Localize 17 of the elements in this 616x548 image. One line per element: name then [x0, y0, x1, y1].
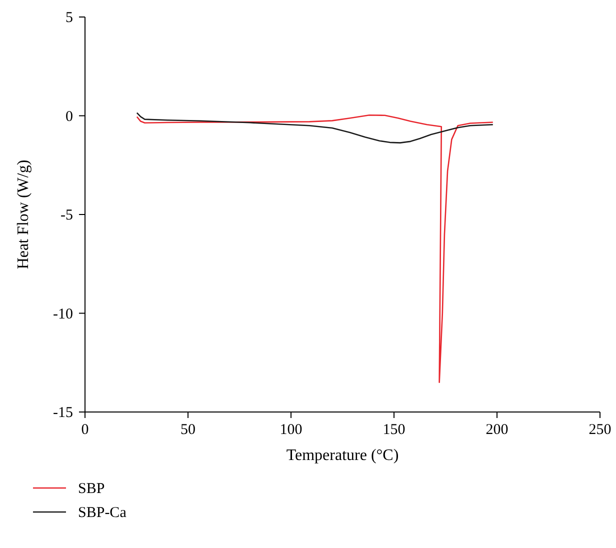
x-tick-label: 0 [81, 422, 89, 438]
x-tick-label: 150 [382, 422, 406, 438]
x-axis-title: Temperature (°C) [286, 447, 399, 464]
line-series [136, 114, 494, 384]
y-tick-label: -15 [53, 405, 73, 421]
y-tick-label: 5 [66, 10, 73, 26]
x-tick-label: 200 [486, 422, 508, 438]
y-axis-title: Heat Flow (W/g) [15, 160, 32, 270]
x-tick-label: 100 [280, 422, 302, 438]
x-tick-label: 50 [180, 422, 196, 438]
legend-label: SBP [78, 481, 105, 497]
x-tick-label: 250 [588, 422, 612, 438]
legend-label: SBP-Ca [78, 505, 127, 521]
y-tick-label: 0 [66, 108, 73, 125]
y-tick-label: -10 [53, 306, 73, 322]
line-series [136, 112, 494, 144]
y-tick-label: -5 [60, 208, 73, 224]
